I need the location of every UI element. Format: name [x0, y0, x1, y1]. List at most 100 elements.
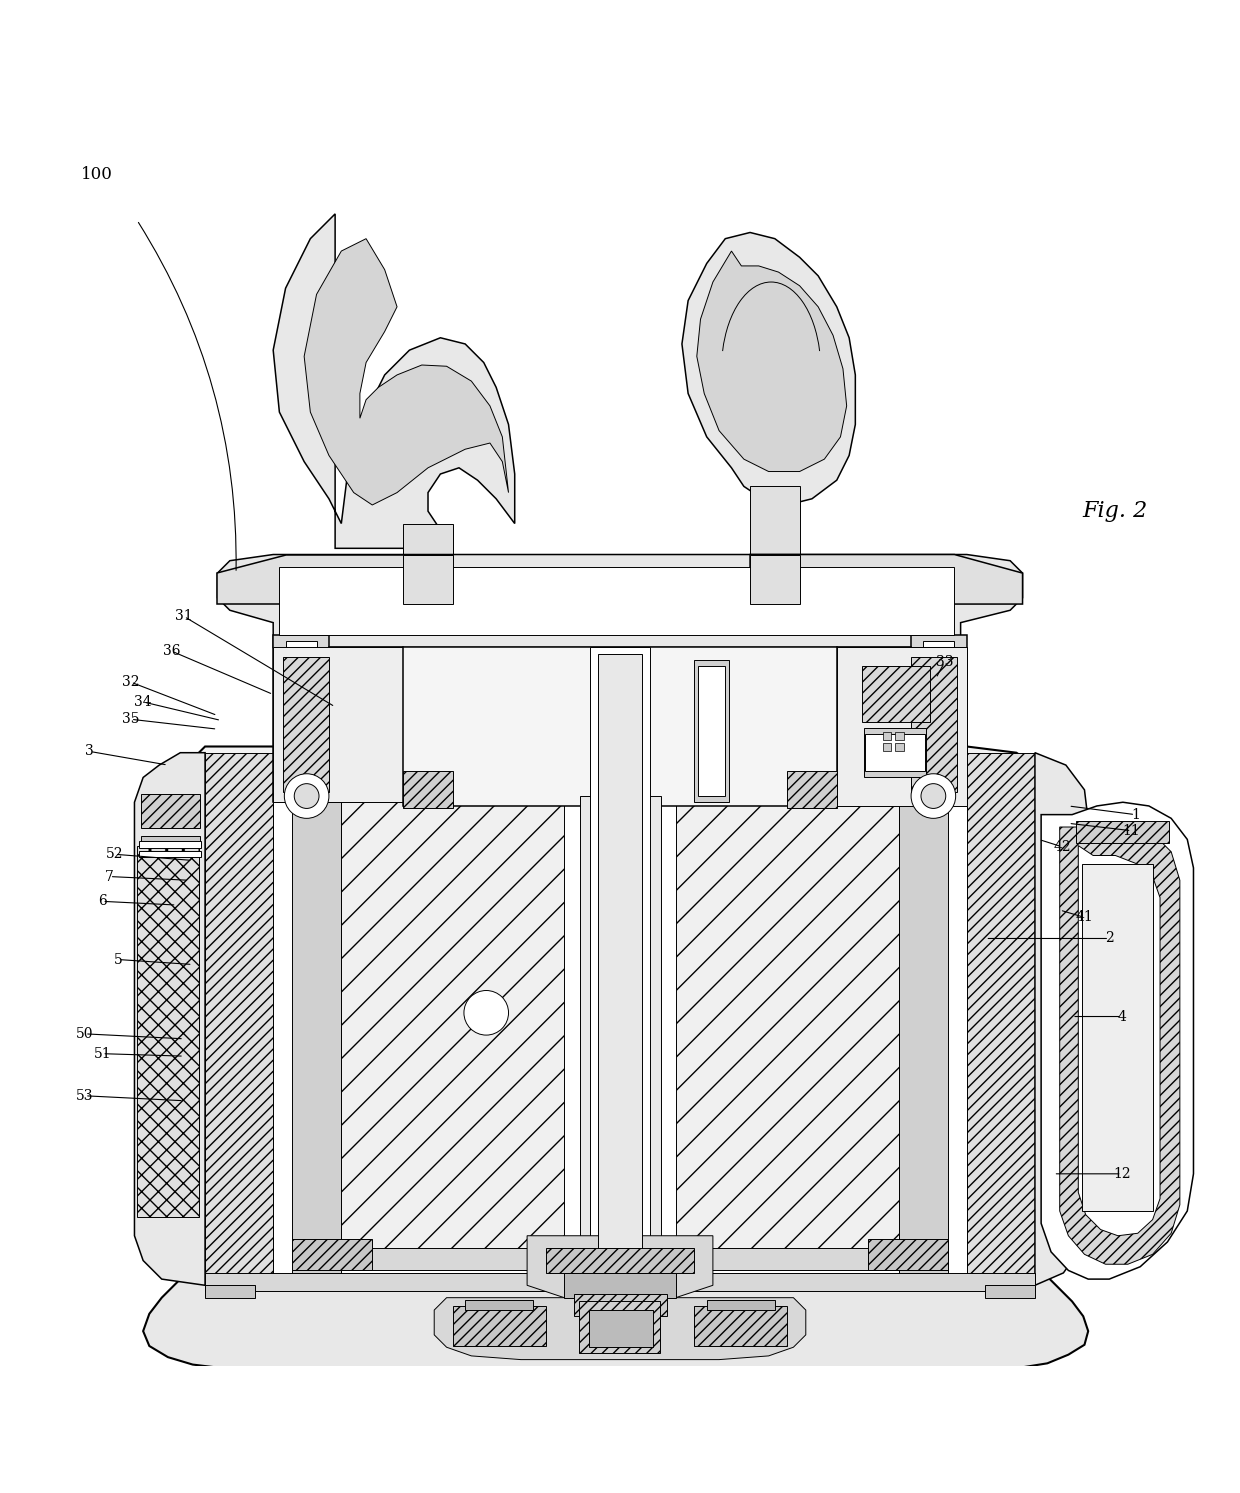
Bar: [866, 735, 925, 772]
Bar: [598, 654, 642, 1297]
Bar: [403, 772, 453, 808]
Text: 51: 51: [93, 1047, 112, 1060]
Bar: [140, 836, 200, 845]
Text: 32: 32: [122, 675, 139, 690]
Ellipse shape: [921, 784, 946, 808]
Text: 42: 42: [1053, 841, 1071, 854]
Ellipse shape: [464, 990, 508, 1035]
Polygon shape: [134, 752, 205, 1285]
Bar: [139, 841, 201, 848]
Text: 52: 52: [105, 847, 124, 861]
Bar: [707, 1300, 775, 1309]
Text: 36: 36: [162, 643, 180, 658]
Polygon shape: [217, 554, 1023, 648]
Bar: [574, 1294, 667, 1317]
Bar: [862, 666, 930, 721]
Polygon shape: [143, 1277, 1089, 1372]
Bar: [924, 640, 955, 796]
Bar: [139, 851, 201, 857]
Bar: [285, 640, 316, 796]
Bar: [883, 732, 892, 741]
Polygon shape: [911, 657, 957, 793]
Text: 34: 34: [134, 694, 153, 709]
Polygon shape: [899, 772, 949, 1274]
Polygon shape: [205, 752, 273, 1285]
Text: 41: 41: [1075, 911, 1094, 924]
Text: 31: 31: [175, 609, 193, 624]
Text: 1: 1: [1131, 808, 1140, 821]
Polygon shape: [1035, 752, 1089, 1285]
Ellipse shape: [294, 784, 319, 808]
Bar: [986, 1285, 1035, 1297]
Bar: [403, 554, 453, 605]
Bar: [403, 524, 453, 597]
Polygon shape: [1042, 802, 1193, 1280]
Polygon shape: [967, 752, 1035, 1285]
Bar: [868, 1239, 949, 1271]
Polygon shape: [750, 554, 1023, 605]
Bar: [750, 487, 800, 561]
Polygon shape: [403, 648, 837, 806]
Bar: [564, 790, 676, 1254]
Text: 100: 100: [82, 166, 113, 182]
Bar: [453, 1306, 546, 1347]
Polygon shape: [825, 648, 967, 802]
Polygon shape: [911, 635, 967, 802]
Bar: [205, 1274, 1035, 1291]
Polygon shape: [1079, 845, 1161, 1236]
Text: 11: 11: [1122, 824, 1141, 838]
Polygon shape: [837, 648, 911, 802]
Bar: [883, 744, 892, 751]
Polygon shape: [136, 845, 198, 1217]
Bar: [291, 1248, 949, 1271]
Polygon shape: [697, 251, 847, 472]
Bar: [750, 554, 800, 605]
Bar: [580, 796, 661, 1248]
Bar: [291, 1239, 372, 1271]
Bar: [589, 1309, 653, 1347]
Ellipse shape: [284, 773, 329, 818]
Polygon shape: [273, 752, 967, 1285]
Polygon shape: [341, 790, 899, 1254]
Text: 6: 6: [98, 894, 107, 908]
Bar: [465, 1300, 533, 1309]
Text: 35: 35: [122, 712, 139, 726]
Polygon shape: [291, 772, 341, 1274]
Bar: [698, 666, 725, 796]
Ellipse shape: [911, 773, 956, 818]
Bar: [1076, 821, 1169, 844]
Bar: [895, 744, 904, 751]
Polygon shape: [682, 233, 856, 505]
Bar: [140, 794, 200, 829]
Bar: [694, 1306, 787, 1347]
Bar: [205, 1285, 254, 1297]
Text: 2: 2: [1105, 932, 1114, 945]
Bar: [546, 1248, 694, 1274]
Polygon shape: [155, 746, 1073, 1297]
Polygon shape: [283, 657, 329, 793]
Text: 3: 3: [86, 745, 94, 758]
Polygon shape: [279, 567, 955, 635]
Polygon shape: [329, 648, 403, 802]
Bar: [1083, 864, 1153, 1211]
Bar: [864, 729, 926, 778]
Bar: [694, 660, 729, 802]
Polygon shape: [273, 635, 329, 802]
Polygon shape: [273, 213, 515, 548]
Text: 4: 4: [1117, 1009, 1126, 1024]
Polygon shape: [304, 239, 508, 505]
Polygon shape: [273, 648, 415, 802]
Bar: [787, 772, 837, 808]
Bar: [895, 732, 904, 741]
Text: 5: 5: [114, 953, 123, 966]
Polygon shape: [1060, 823, 1179, 1265]
Polygon shape: [434, 1297, 806, 1360]
Text: Fig. 2: Fig. 2: [1083, 500, 1148, 523]
Bar: [590, 648, 650, 1303]
Bar: [564, 1274, 676, 1297]
Text: 12: 12: [1112, 1168, 1131, 1181]
Text: 33: 33: [936, 655, 954, 669]
Text: 50: 50: [76, 1027, 94, 1041]
Polygon shape: [837, 648, 967, 806]
Polygon shape: [527, 1236, 713, 1302]
